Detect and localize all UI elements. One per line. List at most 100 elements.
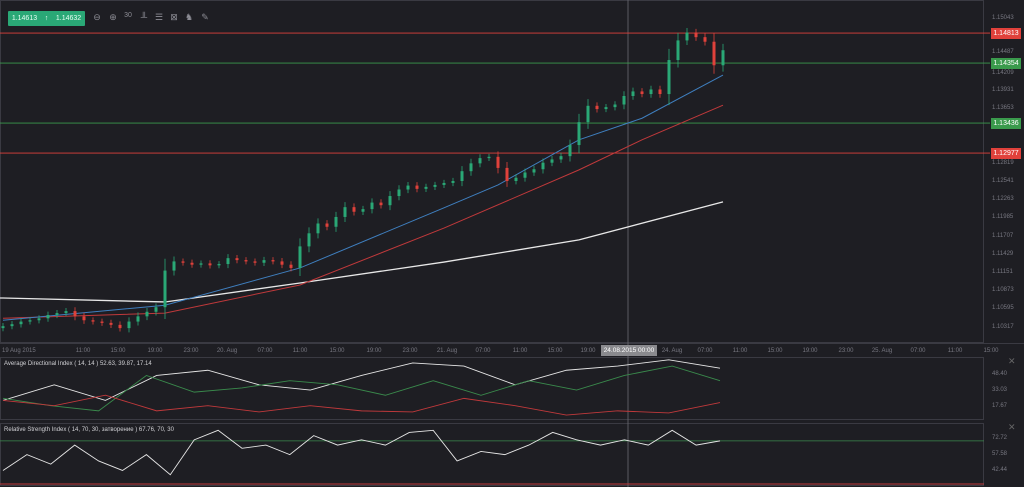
candle-body [541, 162, 545, 170]
candle-body [676, 40, 680, 61]
candle-body [586, 105, 590, 123]
candle-body [442, 182, 446, 185]
candle-body [343, 207, 347, 217]
candle-body [685, 32, 689, 41]
timeframe-icon[interactable]: 30 [124, 12, 132, 19]
time-axis-label: 19:00 [802, 348, 818, 354]
adx-axis-label: 17.67 [992, 403, 1008, 409]
time-axis-label: 23:00 [183, 348, 199, 354]
zoom-in-icon[interactable]: ⊕ [109, 12, 117, 22]
objects-icon[interactable]: ♞ [184, 12, 194, 22]
candle-body [433, 184, 437, 187]
candle-body [496, 156, 500, 168]
candle-body [262, 260, 266, 263]
candle-body [595, 105, 599, 110]
candle-body [559, 156, 563, 160]
candle-body [334, 216, 338, 227]
time-axis-label: 15:00 [329, 348, 345, 354]
time-axis-label: 11:00 [292, 348, 308, 354]
rsi-line [2, 429, 721, 476]
price-line-tag[interactable]: 1.13436 [991, 117, 1021, 129]
candle-body [253, 261, 257, 263]
templates-icon[interactable]: ⊠ [170, 12, 178, 22]
candle-body [478, 158, 482, 164]
candle-body [64, 311, 68, 314]
draw-icon[interactable]: ✎ [201, 12, 209, 22]
candle-body [127, 321, 131, 329]
time-axis-label: 07:00 [697, 348, 713, 354]
candle-body [1, 326, 5, 329]
candle-body [316, 223, 320, 234]
price-axis-label: 1.11429 [992, 250, 1014, 257]
indicators-icon[interactable]: ☰ [154, 12, 164, 22]
candle-body [136, 316, 140, 322]
candle-body [388, 196, 392, 206]
time-axis-label: 24. Aug [661, 348, 683, 354]
candle-body [487, 156, 491, 159]
price-axis-label: 1.11707 [992, 232, 1014, 239]
candle-body [550, 159, 554, 163]
candles-icon[interactable]: ╨ [140, 12, 148, 22]
candle-body [505, 167, 509, 181]
price-line-tag[interactable]: 1.14813 [991, 27, 1021, 39]
candle-body [73, 311, 77, 317]
time-axis-label: 11:00 [75, 348, 91, 354]
candle-body [397, 189, 401, 197]
price-axis-label: 1.15043 [992, 14, 1014, 21]
candle-body [82, 316, 86, 321]
candle-body [307, 233, 311, 247]
time-axis-label: 23:00 [838, 348, 854, 354]
main-pane-border [0, 0, 984, 343]
rsi-axis-label: 72.72 [992, 435, 1008, 441]
candle-body [100, 321, 104, 323]
price-line-tag[interactable]: 1.12977 [991, 147, 1021, 159]
price-axis-label: 1.14209 [992, 70, 1014, 77]
candle-body [649, 89, 653, 95]
candle-body [280, 261, 284, 265]
time-axis-label: 15:00 [547, 348, 563, 354]
candle-body [712, 41, 716, 66]
rsi-axis-label: 57.58 [992, 451, 1008, 457]
adx-axis-label: 48.40 [992, 371, 1008, 377]
time-axis-label: 15:00 [110, 348, 126, 354]
time-axis-label: 19:00 [580, 348, 596, 354]
candle-body [271, 260, 275, 262]
candle-body [298, 246, 302, 268]
close-adx-icon[interactable]: ✕ [1008, 356, 1016, 366]
time-axis-label: 23:00 [402, 348, 418, 354]
crosshair-time-label: 24.08.2015 00:00 [601, 345, 657, 356]
candle-body [631, 91, 635, 97]
time-axis-label: 07:00 [910, 348, 926, 354]
adx-title: Average Directional Index ( 14, 14 ) 52.… [4, 361, 152, 367]
quote-box[interactable]: 1.14613 ↑ 1.14632 [8, 11, 85, 26]
candle-body [703, 37, 707, 42]
candle-body [163, 270, 167, 308]
ma-slow-line [0, 201, 724, 303]
candle-body [10, 324, 14, 327]
price-axis-label: 1.12263 [992, 196, 1014, 203]
candle-body [181, 261, 185, 263]
candle-body [154, 307, 158, 312]
time-axis-label: 20. Aug [216, 348, 238, 354]
rsi-title: Relative Strength Index ( 14, 70, 30, за… [4, 427, 174, 433]
candle-body [118, 324, 122, 329]
candle-body [379, 202, 383, 206]
candle-body [613, 104, 617, 108]
adx-axis-label: 33.03 [992, 387, 1008, 393]
candle-body [424, 186, 428, 189]
price-line-tag[interactable]: 1.14354 [991, 57, 1021, 69]
candle-body [28, 320, 32, 322]
candle-body [190, 262, 194, 265]
time-axis-label: 07:00 [257, 348, 273, 354]
time-axis-label: 11:00 [512, 348, 528, 354]
zoom-out-icon[interactable]: ⊖ [93, 12, 101, 22]
candle-body [694, 32, 698, 38]
candle-body [37, 318, 41, 321]
close-rsi-icon[interactable]: ✕ [1008, 422, 1016, 432]
candle-body [451, 180, 455, 183]
candle-body [415, 185, 419, 189]
candle-body [523, 172, 527, 178]
time-axis-label: 15:00 [767, 348, 783, 354]
plus-di-line [2, 365, 721, 412]
